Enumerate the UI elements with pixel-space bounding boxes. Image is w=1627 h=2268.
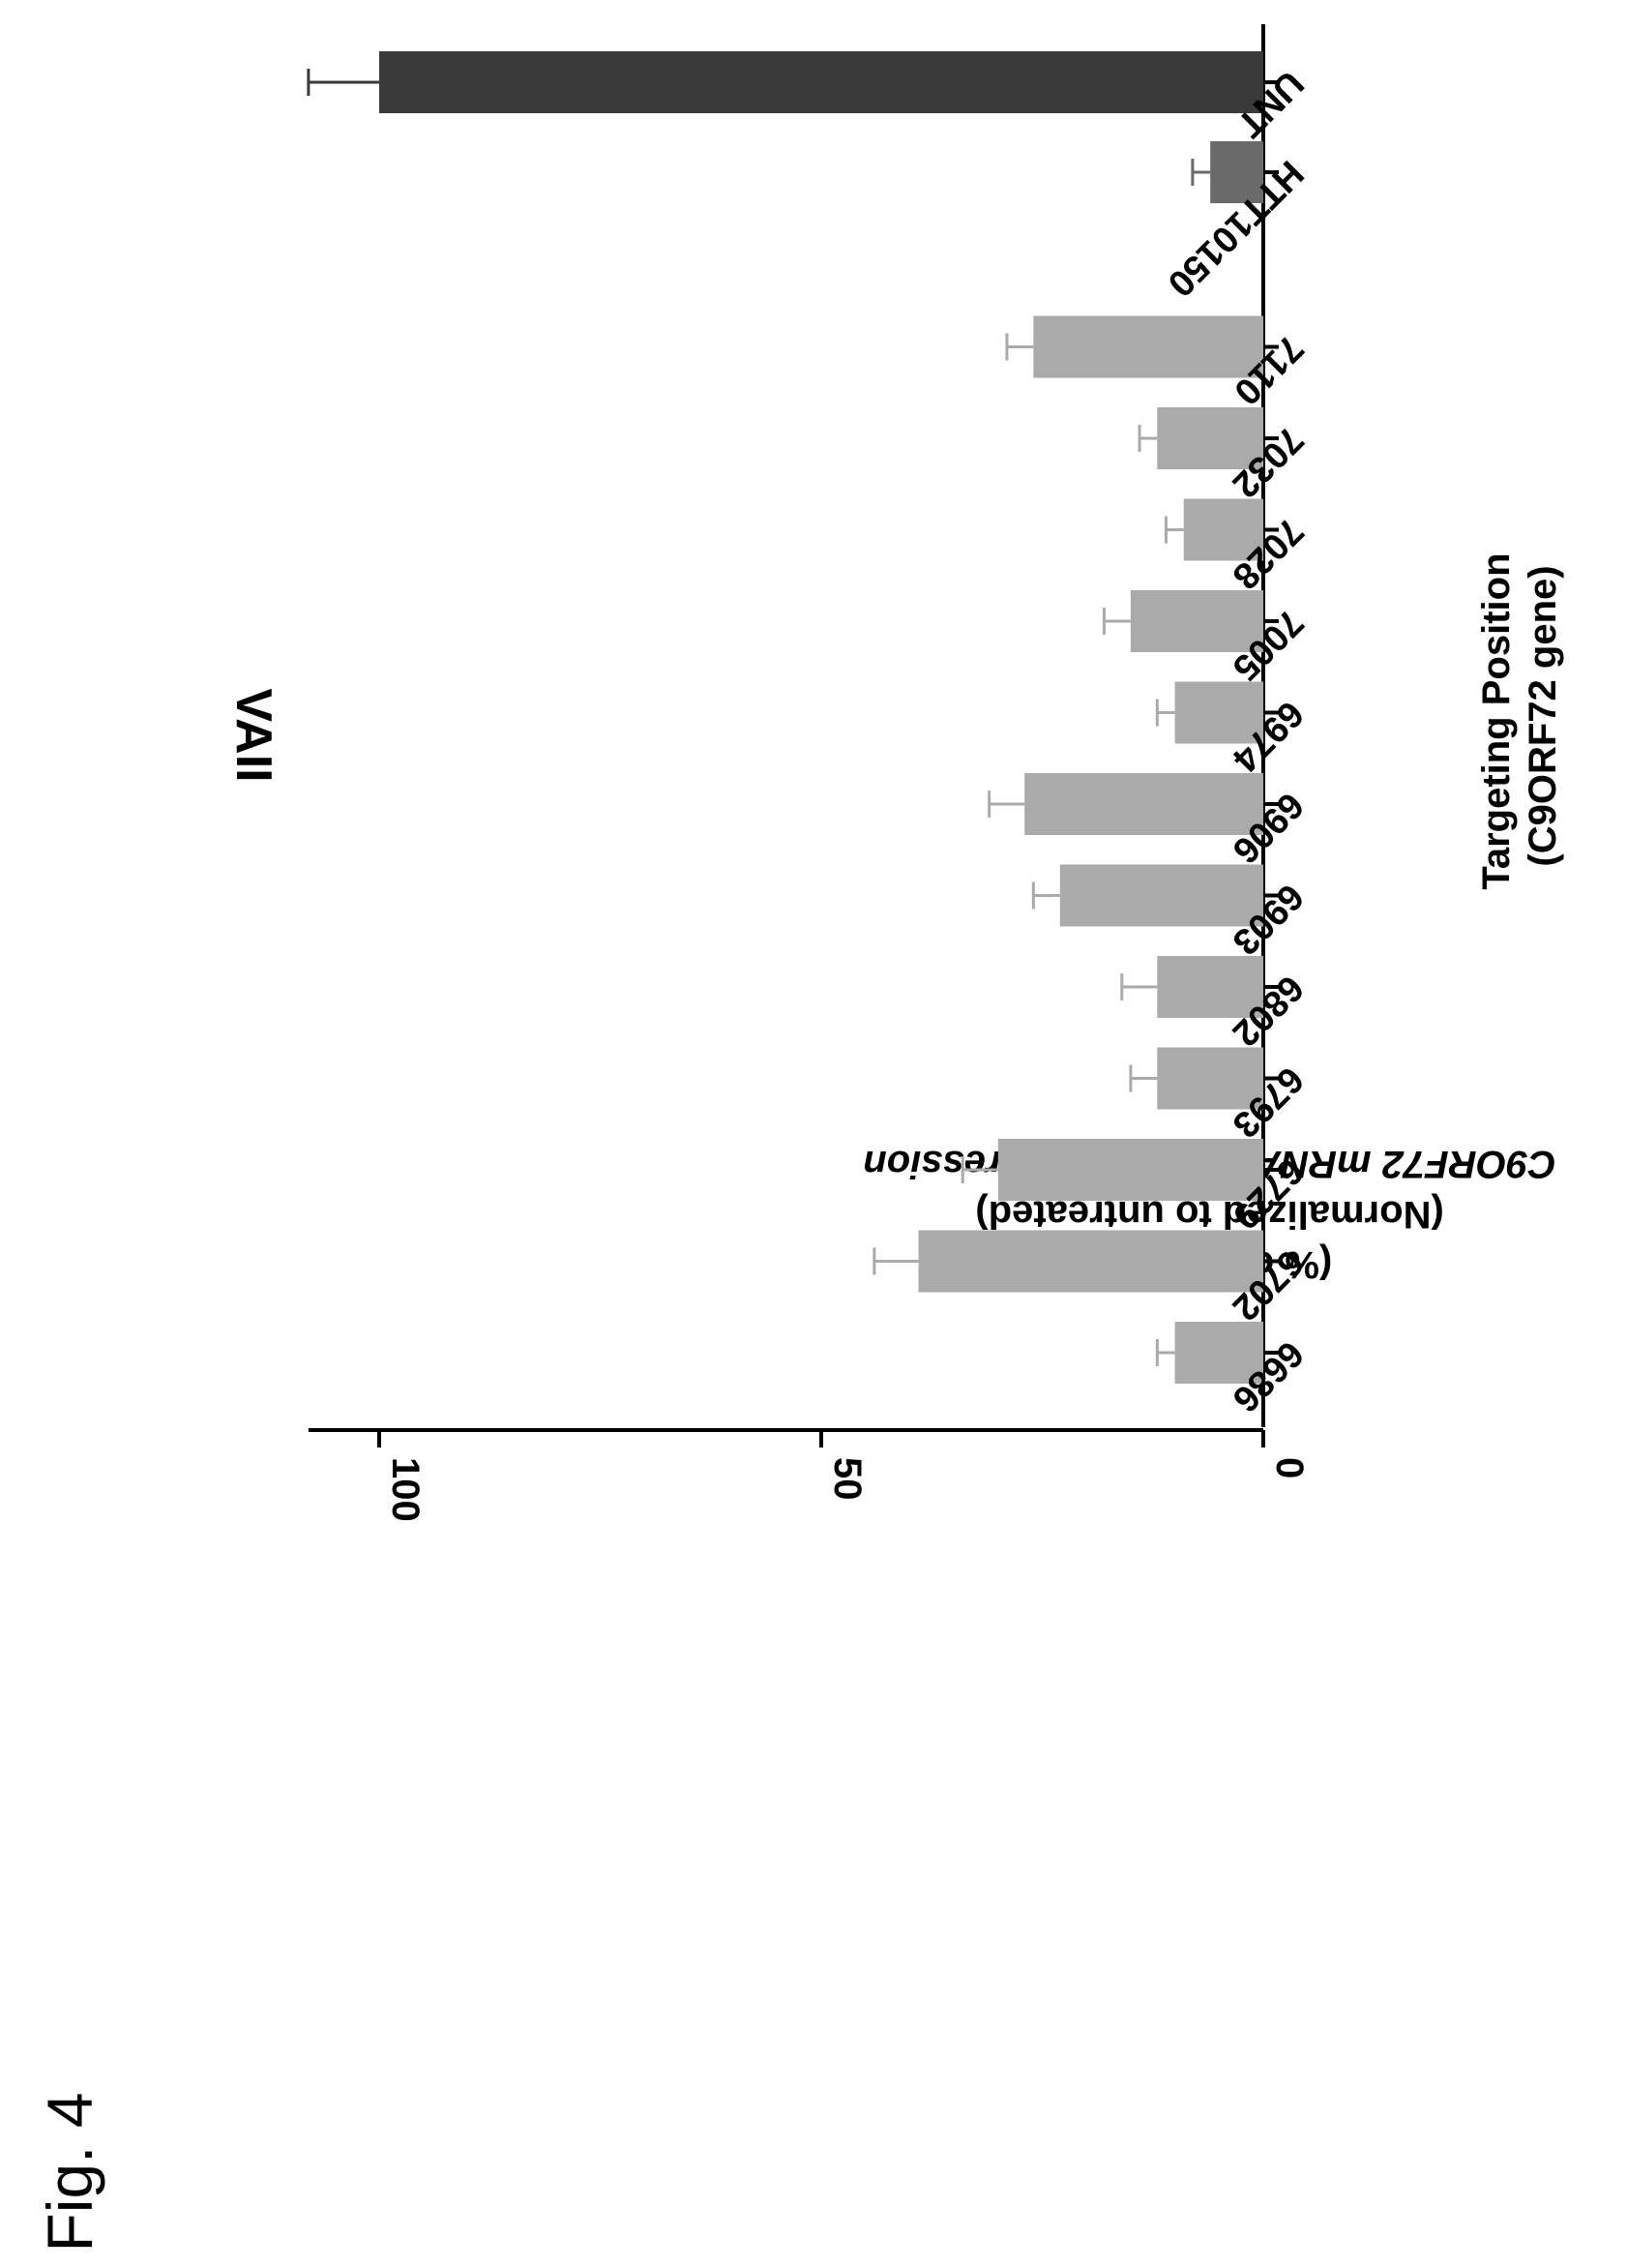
error-bars [307, 69, 1211, 1366]
bar [1033, 315, 1263, 378]
bar [1174, 1322, 1263, 1384]
x-axis-label: Targeting Position (C9ORF72 gene) [1475, 542, 1564, 889]
x-axis-label-line-2: (C9ORF72 gene) [1522, 565, 1564, 866]
bar [918, 1230, 1263, 1293]
bar [1183, 498, 1263, 561]
value-tick-label: 0 [1268, 1457, 1311, 1478]
bar [1130, 590, 1263, 652]
chart-title: VAII [225, 688, 281, 782]
bar [1059, 864, 1263, 927]
bars [379, 51, 1263, 1384]
bar [1157, 407, 1263, 469]
x-axis-label-line-1: Targeting Position [1475, 552, 1518, 889]
bar-chart: VAII Targeting Position (C9ORF72 gene) C… [225, 24, 1564, 1522]
bar [1157, 1047, 1263, 1110]
value-tick-label: 100 [384, 1457, 427, 1522]
bar [1210, 141, 1263, 203]
value-tick-label: 50 [826, 1457, 869, 1501]
figure-label: Fig. 4 [34, 2092, 105, 2252]
bar [1157, 956, 1263, 1018]
bar [379, 51, 1263, 113]
bar [1024, 773, 1263, 835]
bar [1174, 681, 1263, 744]
bar [997, 1139, 1263, 1201]
